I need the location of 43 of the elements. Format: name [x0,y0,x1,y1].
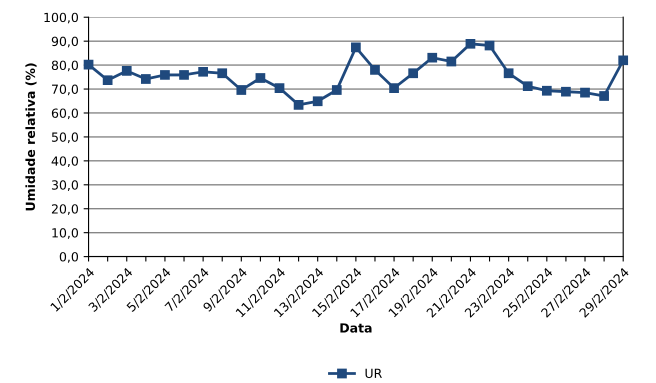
y-tick-label: 0,0 [60,252,78,263]
point [140,74,151,84]
point [542,86,552,96]
point [561,86,571,97]
point [618,55,628,66]
point [198,66,208,77]
point [351,42,361,52]
point [236,85,246,95]
point [312,96,323,106]
y-tick-label: 90,0 [52,36,78,48]
point [580,88,590,98]
point [122,66,132,76]
point [274,83,284,93]
point [446,56,456,66]
point [466,38,476,49]
y-tick-label: 50,0 [52,132,78,144]
x-axis-title: Data [340,323,372,333]
point [294,100,304,110]
y-tick-label: 60,0 [52,108,78,120]
legend-label: UR [366,368,382,378]
y-tick-label: 80,0 [52,60,78,72]
y-axis-title: Umidade relativa (%) [25,63,37,210]
y-tick-label: 30,0 [52,180,78,191]
y-tick-label: 10,0 [52,228,78,239]
y-tick-label: 70,0 [52,84,78,96]
point [332,85,342,95]
point [102,75,113,86]
point [427,52,438,63]
point [84,60,94,70]
point [408,68,418,78]
point [179,70,189,80]
y-tick-label: 20,0 [52,204,78,215]
y-tick-label: 100,0 [44,12,78,24]
point [484,40,494,50]
point [256,73,266,83]
point [160,70,170,80]
y-tick-label: 40,0 [52,156,78,168]
point [522,81,533,92]
point [599,91,609,101]
point [504,68,514,78]
point [217,68,228,78]
point [389,83,399,93]
point [370,65,380,75]
